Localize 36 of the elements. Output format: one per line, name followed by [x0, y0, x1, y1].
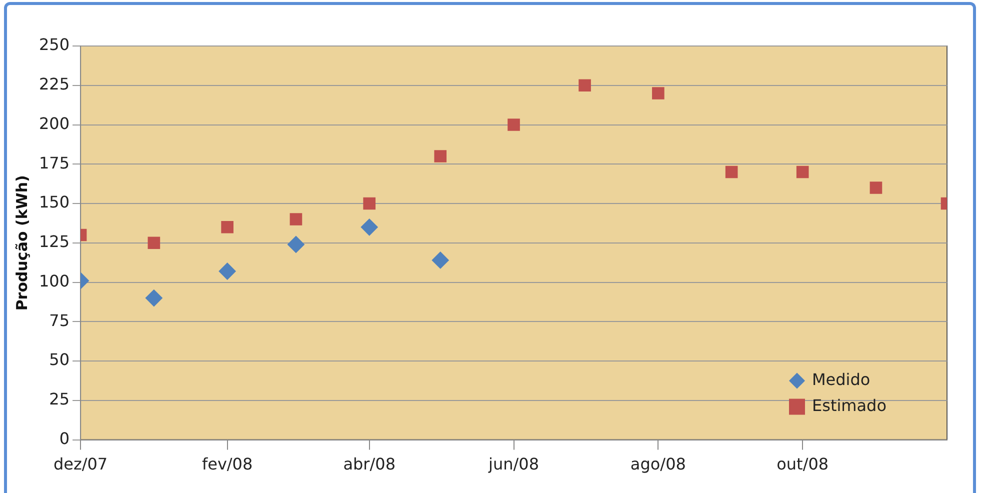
legend-label: Estimado: [812, 396, 886, 415]
point: [145, 290, 162, 307]
point: [432, 252, 449, 269]
y-tick-label: 100: [38, 271, 70, 290]
y-tick-label: 0: [59, 428, 70, 448]
point: [870, 182, 882, 194]
point: [287, 236, 304, 253]
point: [221, 220, 234, 234]
point: [508, 118, 520, 131]
x-tick-label: abr/08: [343, 454, 396, 474]
point: [725, 166, 738, 178]
point: [578, 79, 591, 92]
y-tick-label: 125: [38, 232, 70, 252]
x-tick-label: out/08: [776, 454, 829, 474]
y-tick-label: 250: [38, 35, 70, 54]
point: [290, 213, 302, 226]
legend-label: Medido: [812, 370, 870, 389]
x-tick-label: fev/08: [202, 454, 253, 474]
point: [434, 150, 447, 162]
y-tick-label: 200: [38, 114, 70, 133]
point: [652, 87, 664, 100]
point: [360, 218, 378, 236]
y-tick-label: 25: [49, 390, 70, 409]
point: [218, 262, 236, 280]
y-axis-title: Produção (kWh): [12, 175, 31, 311]
y-tick-label: 150: [38, 192, 70, 212]
point: [363, 197, 376, 210]
point: [148, 236, 160, 250]
y-tick-label: 75: [49, 310, 70, 330]
point: [796, 166, 809, 178]
y-tick-label: 50: [49, 350, 70, 370]
x-tick-label: jun/08: [488, 454, 540, 474]
x-tick-label: dez/07: [53, 454, 108, 474]
y-tick-label: 225: [38, 74, 70, 94]
x-tick-label: ago/08: [630, 454, 686, 474]
y-tick-label: 175: [38, 153, 70, 172]
